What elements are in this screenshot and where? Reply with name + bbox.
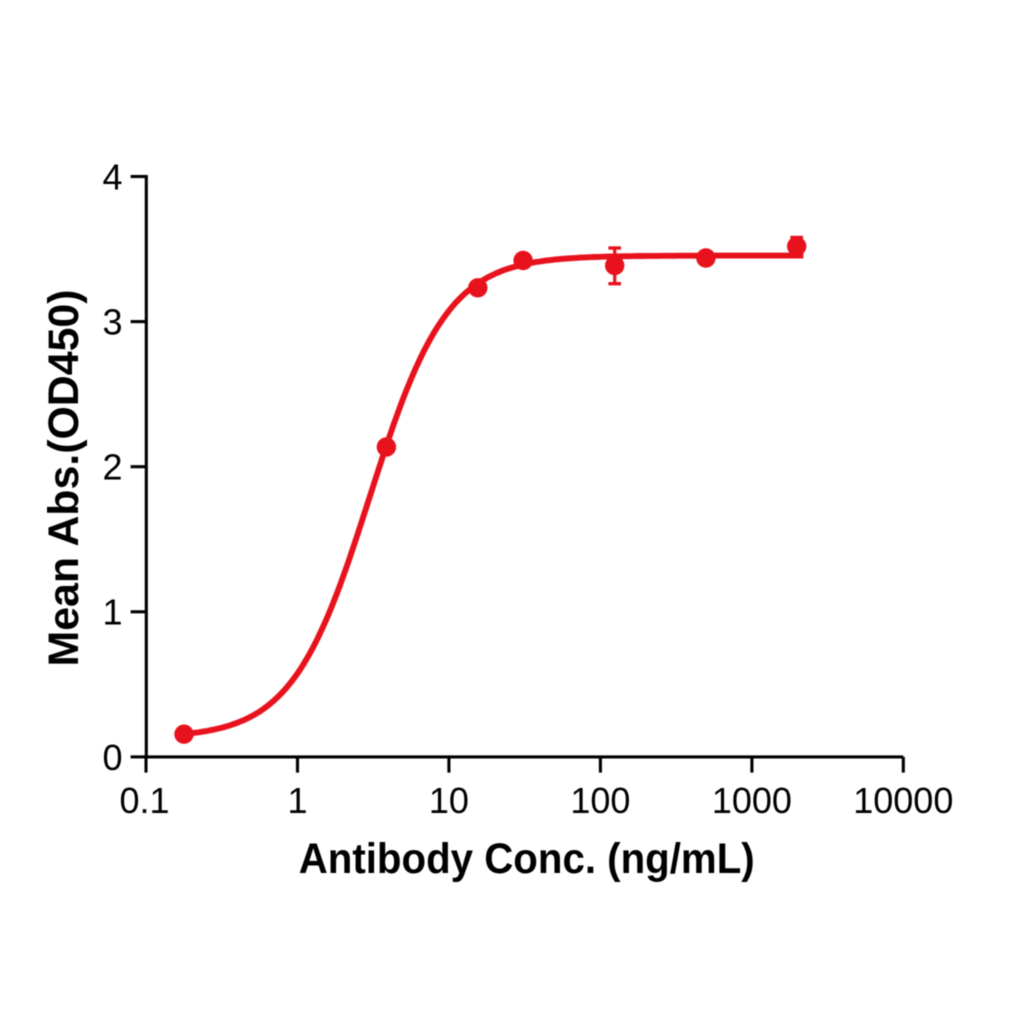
svg-text:4: 4: [102, 156, 122, 197]
svg-text:0.1: 0.1: [119, 780, 169, 821]
svg-text:100: 100: [570, 780, 630, 821]
svg-text:0: 0: [102, 737, 122, 778]
svg-text:3: 3: [102, 302, 122, 343]
svg-text:10000: 10000: [853, 780, 953, 821]
svg-text:1: 1: [287, 780, 307, 821]
svg-text:10: 10: [429, 780, 469, 821]
svg-text:Mean Abs.(OD450): Mean Abs.(OD450): [41, 290, 88, 667]
svg-text:1: 1: [102, 592, 122, 633]
svg-text:Antibody Conc. (ng/mL): Antibody Conc. (ng/mL): [299, 836, 755, 883]
svg-text:1000: 1000: [712, 780, 792, 821]
svg-text:2: 2: [102, 447, 122, 488]
